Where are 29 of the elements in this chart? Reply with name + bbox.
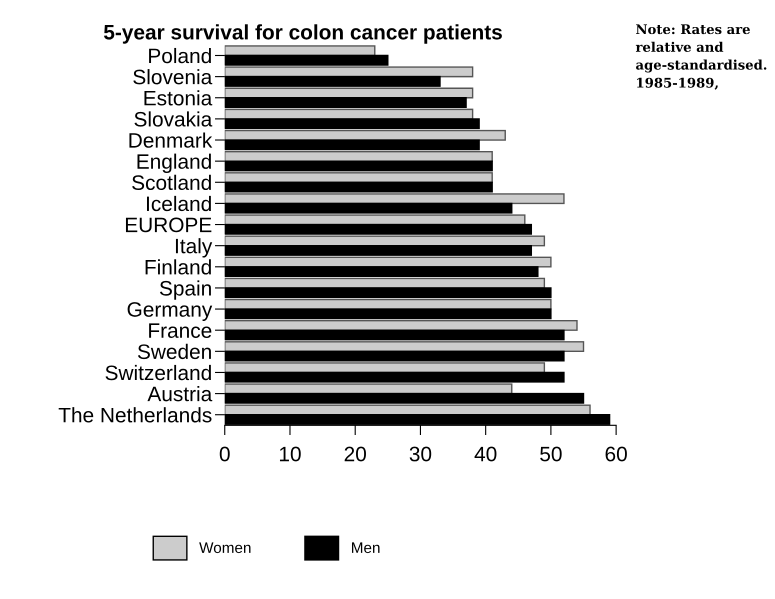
y-tick-label: Austria (147, 386, 212, 402)
y-tick-label: Spain (160, 280, 211, 300)
y-tick-label: Denmark (129, 132, 212, 148)
x-tick-label: 50 (540, 446, 562, 462)
x-tick-label: 30 (410, 446, 432, 462)
x-tick-label: 40 (474, 446, 496, 462)
y-tick-label: Poland (149, 48, 211, 64)
y-tick-label: Slovakia (134, 111, 212, 127)
y-tick-label: Finland (146, 259, 211, 275)
y-tick-label: Estonia (144, 90, 212, 106)
legend-label: Women (199, 542, 250, 554)
y-tick-label: Switzerland (106, 364, 211, 380)
text: Note: Rates are relative and age-standardised. 1985-1989, (636, 24, 766, 90)
y-tick-label: Germany (128, 302, 212, 321)
y-tick-label: Scotland (132, 174, 211, 190)
y-tick-label: EUROPE (126, 218, 212, 232)
y-tick-label: Italy (176, 238, 212, 258)
y-tick-label: Iceland (147, 196, 211, 212)
x-tick-label: 20 (344, 446, 366, 462)
y-tick-label: England (138, 154, 211, 174)
y-tick-label: Slovenia (133, 69, 212, 84)
chart-title: 5-year survival for colon cancer patients (104, 24, 502, 44)
y-tick-label: Sweden (138, 344, 211, 360)
x-tick-label: 0 (220, 446, 230, 462)
legend-label: Men (352, 542, 380, 554)
x-tick-label: 60 (606, 446, 627, 462)
y-tick-label: The Netherlands (58, 407, 212, 422)
x-tick-label: 10 (280, 446, 301, 462)
y-tick-label: France (149, 323, 212, 338)
